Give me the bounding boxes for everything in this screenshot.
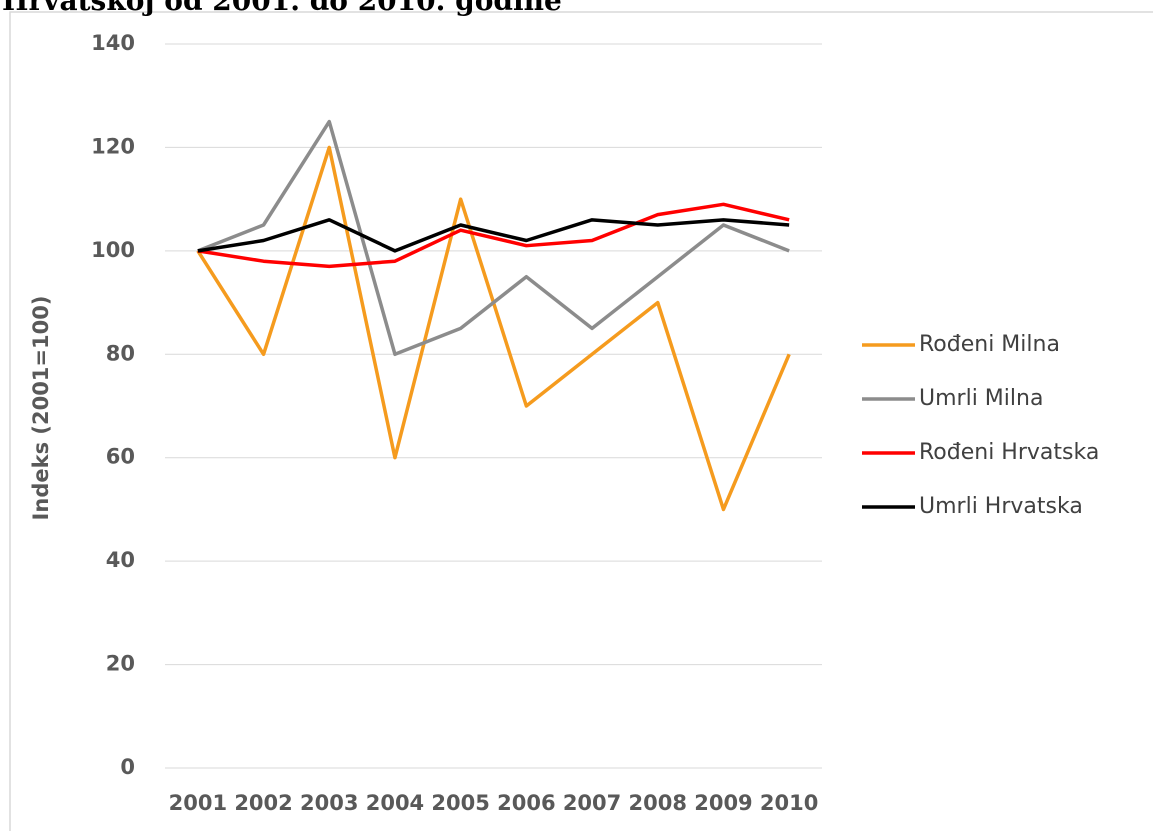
y-tick-label: 60 [106,445,135,469]
y-tick-label: 120 [91,134,135,158]
x-tick-label: 2001 [169,791,227,815]
y-tick-label: 20 [106,652,135,676]
legend-label: Rođeni Hrvatska [919,440,1099,465]
legend-label: Rođeni Milna [919,332,1060,357]
chart-border [9,11,1153,831]
x-tick-label: 2008 [629,791,687,815]
chart-title: Hrvatskoj od 2001. do 2010. godine [2,0,562,17]
y-tick-label: 100 [91,238,135,262]
line-series [197,202,790,269]
x-tick-label: 2007 [563,791,621,815]
y-axis-label: Indeks (2001=100) [29,296,53,521]
x-tick-label: 2010 [760,791,818,815]
x-tick-label: 2009 [694,791,752,815]
y-tick-label: 80 [106,341,135,365]
line-series [197,119,790,357]
legend-label: Umrli Hrvatska [919,494,1083,519]
x-tick-label: 2003 [300,791,358,815]
y-tick-label: 40 [106,548,135,572]
legend-label: Umrli Milna [919,386,1043,411]
line-series [197,218,790,253]
y-tick-label: 140 [91,31,135,55]
x-tick-label: 2004 [366,791,424,815]
line-series [196,145,791,512]
x-tick-label: 2006 [497,791,555,815]
x-tick-label: 2002 [234,791,292,815]
y-tick-label: 0 [120,755,135,779]
x-tick-label: 2005 [431,791,489,815]
